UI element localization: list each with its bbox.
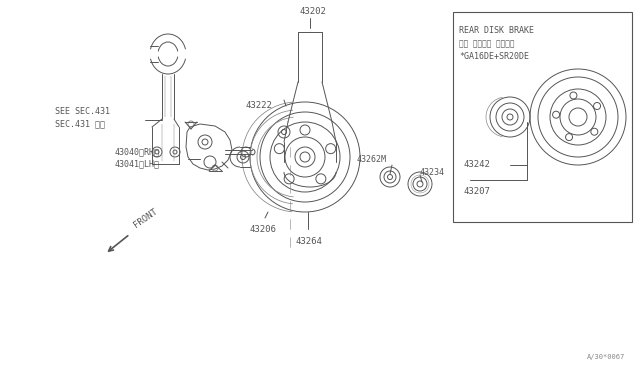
Text: 43207: 43207: [463, 187, 490, 196]
Text: 43206: 43206: [250, 225, 277, 234]
Text: 43202: 43202: [300, 7, 327, 16]
Text: SEE SEC.431: SEE SEC.431: [55, 107, 110, 116]
Bar: [453, 12, 632, 222]
Text: REAR DISK BRAKE: REAR DISK BRAKE: [459, 26, 534, 35]
Text: 43040（RH）: 43040（RH）: [115, 147, 160, 156]
Text: FRONT: FRONT: [132, 207, 159, 230]
Text: 43222: 43222: [245, 101, 272, 110]
Text: 43041（LH）: 43041（LH）: [115, 159, 160, 168]
Text: SEC.431 参照: SEC.431 参照: [55, 119, 105, 128]
Text: リヤ ディスク ブレーキ: リヤ ディスク ブレーキ: [459, 39, 515, 48]
Text: 43242: 43242: [463, 160, 490, 169]
Text: 43262M: 43262M: [357, 155, 387, 164]
Text: 43234: 43234: [420, 168, 445, 177]
Text: *GA16DE+SR20DE: *GA16DE+SR20DE: [459, 52, 529, 61]
Text: 43264: 43264: [295, 237, 322, 246]
Text: A/30*0067: A/30*0067: [587, 354, 625, 360]
